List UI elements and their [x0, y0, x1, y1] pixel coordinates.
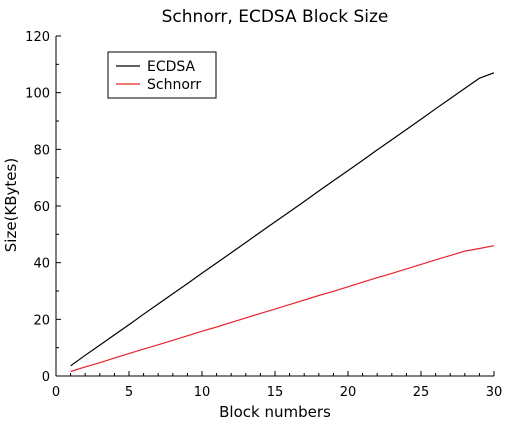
- y-tick-label: 120: [25, 30, 50, 45]
- plot-area: 0 20 40 60 80 100 120 0 5 10 15 20 25 30: [25, 30, 502, 400]
- x-tick-label: 10: [194, 385, 211, 400]
- y-tick-label: 0: [42, 370, 50, 385]
- y-tick-label: 60: [33, 200, 50, 215]
- x-tick-label: 30: [486, 385, 503, 400]
- x-axis-label: Block numbers: [219, 403, 331, 421]
- x-tick-label: 5: [125, 385, 133, 400]
- series-line-ecdsa: [70, 72, 495, 367]
- legend-box: [107, 51, 217, 99]
- y-tick-label: 40: [33, 257, 50, 272]
- y-tick-label: 100: [25, 87, 50, 102]
- x-tick-label: 15: [267, 385, 284, 400]
- legend: ECDSA Schnorr: [107, 51, 217, 99]
- legend-label-ecdsa: ECDSA: [147, 59, 196, 75]
- legend-label-schnorr: Schnorr: [147, 77, 201, 93]
- chart-title: Schnorr, ECDSA Block Size: [162, 7, 389, 27]
- series-line-schnorr: [70, 245, 495, 373]
- y-tick-label: 80: [33, 143, 50, 158]
- x-tick-label: 0: [52, 385, 60, 400]
- x-tick-label: 20: [340, 385, 357, 400]
- y-axis-label: Size(KBytes): [2, 158, 20, 252]
- x-tick-label: 25: [413, 385, 430, 400]
- y-tick-label: 20: [33, 313, 50, 328]
